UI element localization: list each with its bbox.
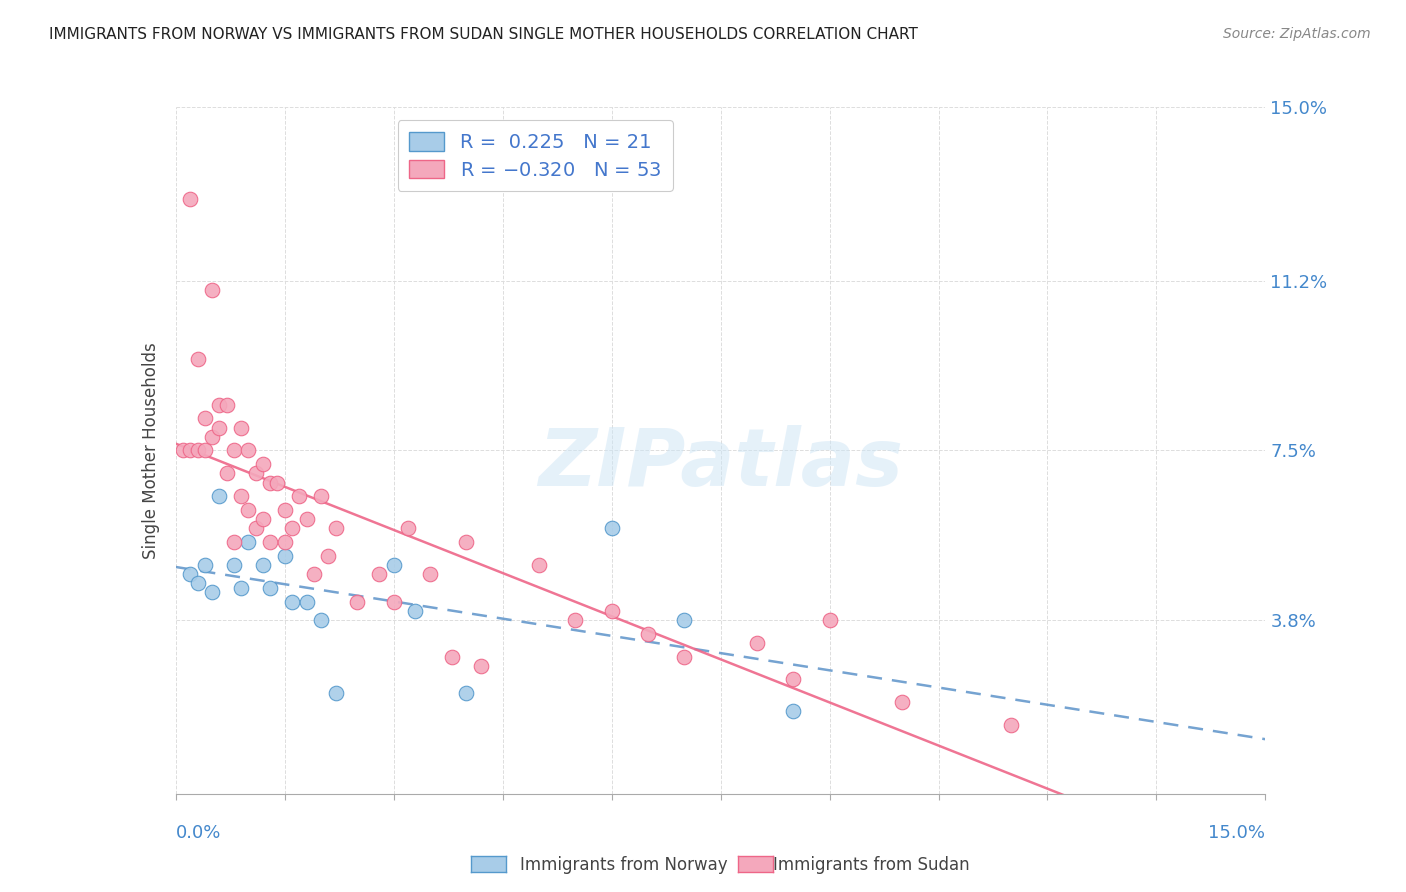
Point [208,420,231,434]
Point [564,613,586,627]
Point [231,420,253,434]
Legend: R =  0.225   N = 21, R = $-$0.320   N = 53: R = 0.225 N = 21, R = $-$0.320 N = 53 [398,120,673,191]
Text: IMMIGRANTS FROM NORWAY VS IMMIGRANTS FROM SUDAN SINGLE MOTHER HOUSEHOLDS CORRELA: IMMIGRANTS FROM NORWAY VS IMMIGRANTS FRO… [49,27,918,42]
Point [346,594,368,608]
Point [274,503,297,517]
Point [637,626,659,640]
Point [1000,718,1022,732]
Point [318,549,340,563]
Point [405,604,427,618]
Point [782,705,804,719]
Point [396,521,419,535]
Point [215,398,238,412]
Point [252,512,274,526]
Point [527,558,550,572]
Point [245,467,267,481]
Point [259,581,281,595]
Point [295,594,318,608]
Point [818,613,841,627]
Point [440,649,463,664]
Point [201,585,224,599]
Point [179,192,201,206]
Text: 15.0%: 15.0% [1208,824,1265,842]
Text: Immigrants from Sudan: Immigrants from Sudan [773,856,970,874]
Point [325,521,347,535]
Point [231,489,253,503]
Point [600,604,623,618]
Point [194,411,217,425]
Point [238,535,260,549]
Point [222,558,245,572]
Point [368,567,391,582]
Point [470,658,492,673]
Point [238,443,260,458]
Point [208,489,231,503]
Point [172,443,194,458]
Point [782,673,804,687]
Point [259,475,281,490]
Point [252,558,274,572]
Point [309,613,332,627]
Point [208,398,231,412]
Point [302,567,325,582]
Text: ZIPatlas: ZIPatlas [538,425,903,503]
Point [252,457,274,471]
Point [194,558,217,572]
Point [456,535,478,549]
Point [238,503,260,517]
Point [231,581,253,595]
Point [891,695,914,709]
Point [745,636,768,650]
Point [186,443,209,458]
Point [259,535,281,549]
Point [186,351,209,366]
Point [600,521,623,535]
Point [186,576,209,591]
Point [201,430,224,444]
Point [281,594,304,608]
Point [382,558,405,572]
Point [295,512,318,526]
Point [215,467,238,481]
Point [673,649,696,664]
Point [222,443,245,458]
Y-axis label: Single Mother Households: Single Mother Households [142,343,160,558]
Text: 0.0%: 0.0% [176,824,221,842]
Point [288,489,311,503]
Point [274,535,297,549]
Point [673,613,696,627]
Point [266,475,288,490]
Point [309,489,332,503]
Point [419,567,441,582]
Point [179,443,201,458]
Point [274,549,297,563]
Text: Source: ZipAtlas.com: Source: ZipAtlas.com [1223,27,1371,41]
Point [194,443,217,458]
Point [222,535,245,549]
Point [325,686,347,700]
Point [201,283,224,297]
Point [179,567,201,582]
Text: Immigrants from Norway: Immigrants from Norway [520,856,728,874]
Point [456,686,478,700]
Point [245,521,267,535]
Point [281,521,304,535]
Point [382,594,405,608]
